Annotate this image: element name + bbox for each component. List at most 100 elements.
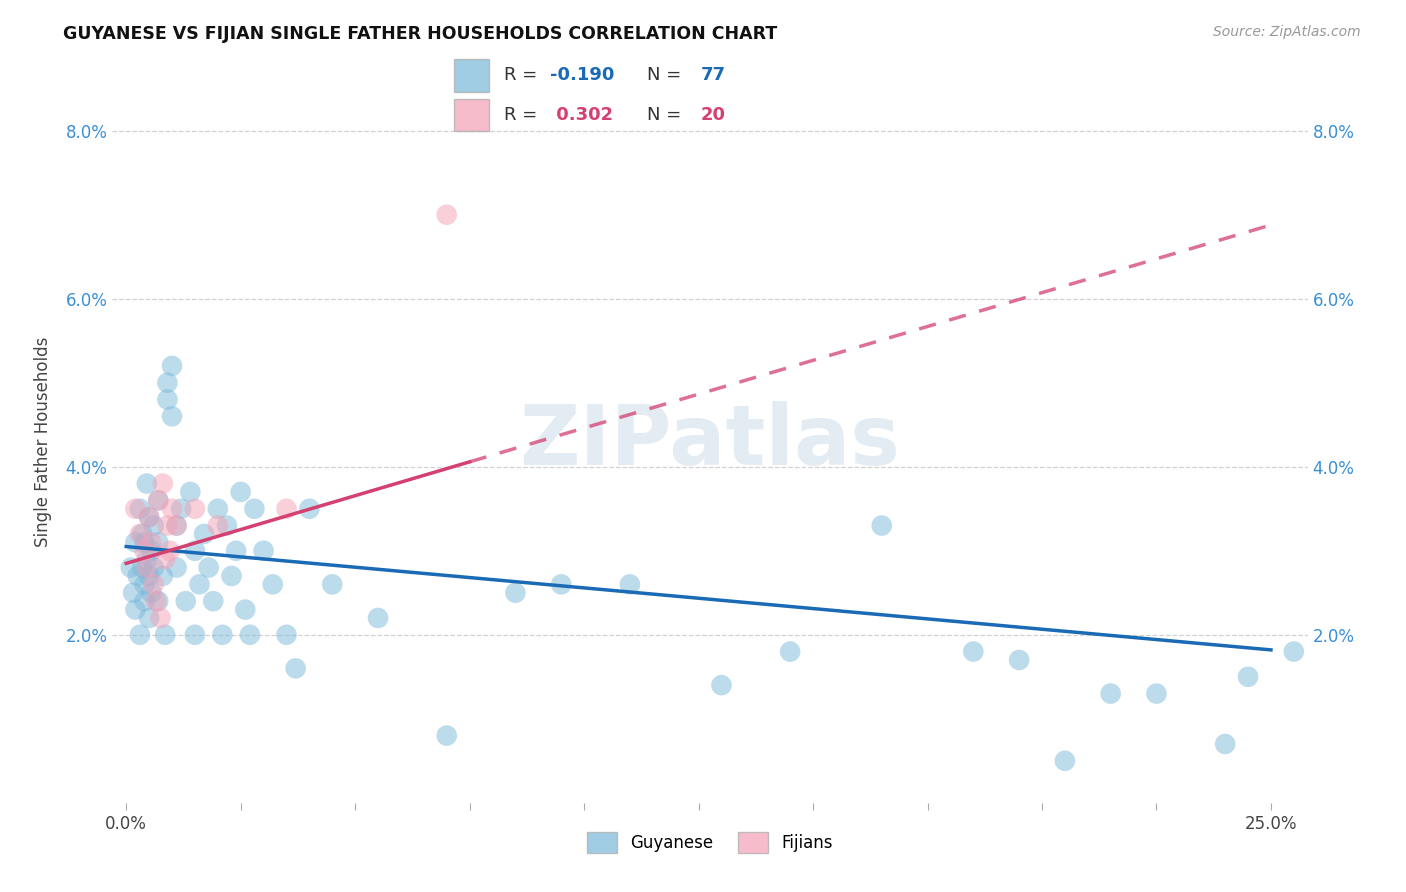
Point: [1146, 687, 1168, 701]
Point: [276, 628, 298, 642]
Point: [166, 518, 188, 533]
Text: ZIPatlas: ZIPatlas: [520, 401, 900, 482]
Text: 0.302: 0.302: [551, 106, 613, 124]
Point: [233, 602, 256, 616]
Point: [1099, 687, 1122, 701]
Point: [160, 409, 183, 424]
Point: [170, 501, 193, 516]
Text: R =: R =: [503, 66, 543, 84]
Point: [436, 729, 458, 743]
Point: [142, 560, 165, 574]
Point: [166, 518, 188, 533]
Point: [252, 543, 274, 558]
Point: [152, 476, 174, 491]
Point: [276, 501, 298, 516]
Point: [239, 628, 262, 642]
Point: [129, 501, 152, 516]
Point: [193, 527, 215, 541]
Point: [138, 611, 160, 625]
Point: [211, 628, 233, 642]
Text: N =: N =: [647, 106, 688, 124]
Text: N =: N =: [647, 66, 688, 84]
Point: [174, 594, 197, 608]
Y-axis label: Single Father Households: Single Father Households: [34, 336, 52, 547]
Text: Source: ZipAtlas.com: Source: ZipAtlas.com: [1213, 25, 1361, 39]
FancyBboxPatch shape: [454, 99, 489, 131]
Point: [156, 376, 179, 390]
Point: [142, 577, 165, 591]
Point: [124, 602, 146, 616]
Point: [188, 577, 211, 591]
FancyBboxPatch shape: [454, 60, 489, 92]
Point: [138, 510, 160, 524]
Point: [225, 543, 247, 558]
Point: [129, 628, 152, 642]
Text: GUYANESE VS FIJIAN SINGLE FATHER HOUSEHOLDS CORRELATION CHART: GUYANESE VS FIJIAN SINGLE FATHER HOUSEHO…: [63, 25, 778, 43]
Point: [148, 594, 170, 608]
Text: R =: R =: [503, 106, 543, 124]
Point: [436, 208, 458, 222]
Point: [1053, 754, 1076, 768]
Point: [262, 577, 284, 591]
Point: [131, 527, 153, 541]
Point: [148, 493, 170, 508]
Point: [870, 518, 893, 533]
Point: [184, 543, 207, 558]
Point: [135, 476, 157, 491]
Point: [160, 501, 183, 516]
Point: [1282, 644, 1305, 658]
Point: [138, 569, 160, 583]
Point: [156, 392, 179, 407]
Point: [156, 518, 179, 533]
Point: [1008, 653, 1031, 667]
Legend: Guyanese, Fijians: Guyanese, Fijians: [581, 826, 839, 860]
Point: [159, 543, 181, 558]
Point: [149, 611, 172, 625]
Point: [321, 577, 343, 591]
Point: [367, 611, 389, 625]
Point: [202, 594, 225, 608]
Point: [215, 518, 238, 533]
Point: [120, 560, 142, 574]
Point: [124, 535, 146, 549]
Point: [141, 543, 163, 558]
Point: [207, 501, 229, 516]
Point: [207, 518, 229, 533]
Point: [179, 485, 201, 500]
Point: [197, 560, 219, 574]
Point: [184, 501, 207, 516]
Point: [550, 577, 572, 591]
Point: [135, 560, 157, 574]
Text: 77: 77: [702, 66, 725, 84]
Point: [962, 644, 984, 658]
Point: [221, 569, 243, 583]
Point: [135, 552, 157, 566]
Point: [243, 501, 266, 516]
Point: [160, 359, 183, 373]
Text: -0.190: -0.190: [551, 66, 614, 84]
Point: [134, 594, 156, 608]
Point: [138, 510, 160, 524]
Point: [1237, 670, 1260, 684]
Point: [129, 527, 152, 541]
Point: [298, 501, 321, 516]
Point: [505, 586, 527, 600]
Point: [152, 569, 174, 583]
Point: [141, 586, 163, 600]
Point: [122, 586, 145, 600]
Point: [124, 501, 146, 516]
Point: [131, 560, 153, 574]
Point: [127, 569, 149, 583]
Point: [142, 518, 165, 533]
Point: [134, 535, 156, 549]
Text: 20: 20: [702, 106, 725, 124]
Point: [229, 485, 252, 500]
Point: [1213, 737, 1236, 751]
Point: [184, 628, 207, 642]
Point: [148, 535, 170, 549]
Point: [145, 594, 167, 608]
Point: [619, 577, 641, 591]
Point: [284, 661, 307, 675]
Point: [166, 560, 188, 574]
Point: [153, 552, 176, 566]
